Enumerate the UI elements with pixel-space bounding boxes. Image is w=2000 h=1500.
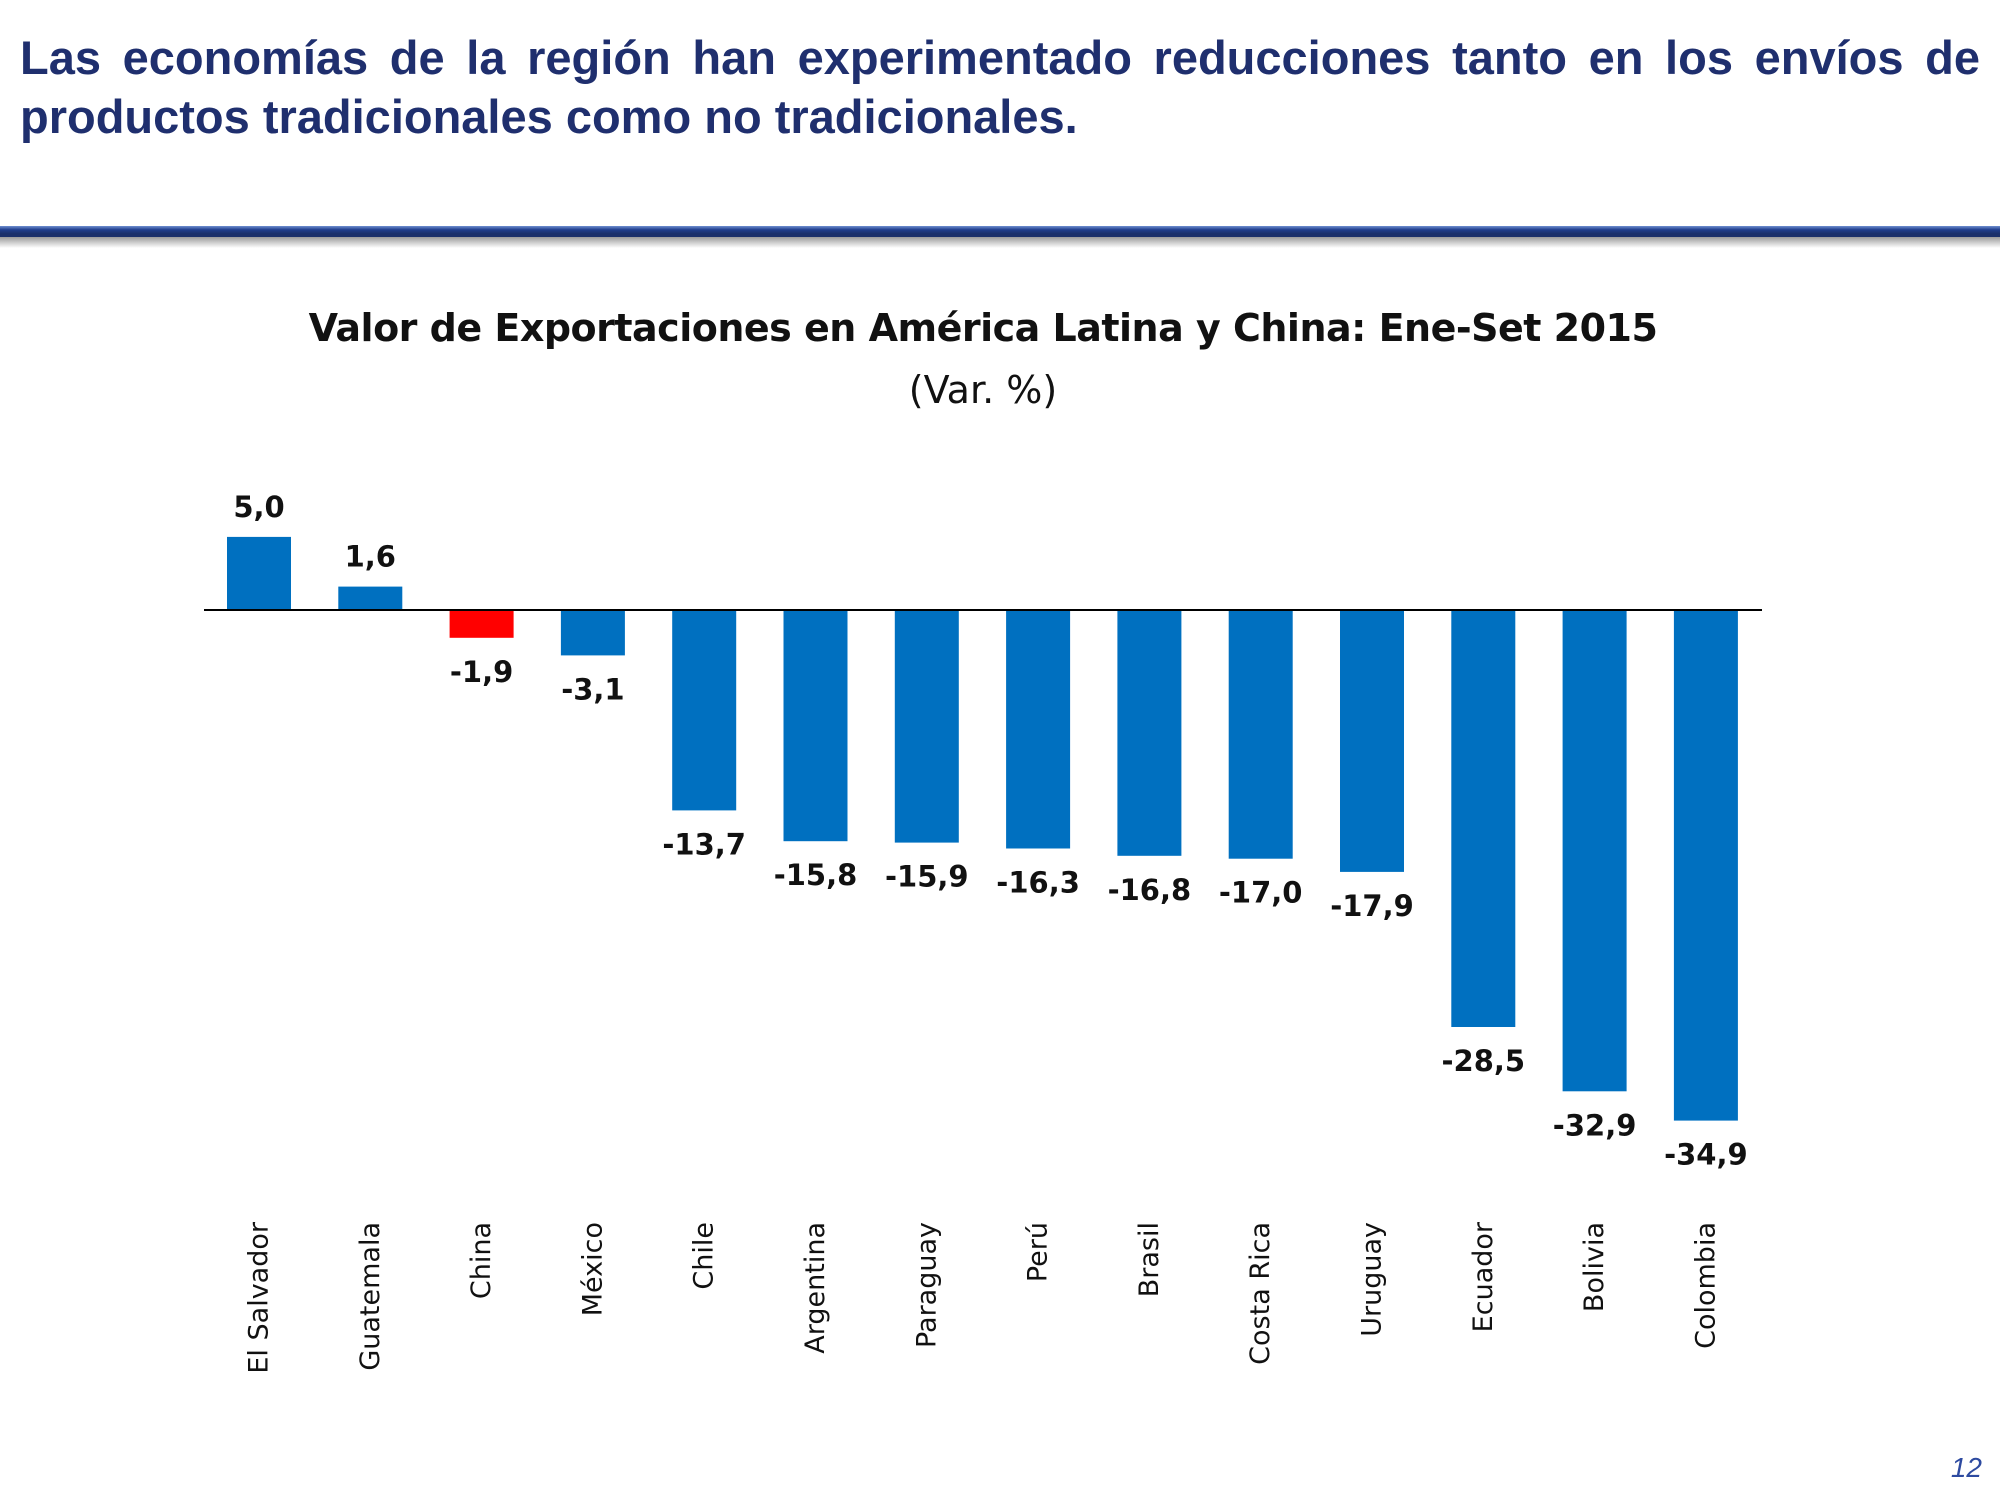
value-label: -16,3 — [996, 866, 1080, 900]
category-label: Brasil — [1134, 1222, 1165, 1297]
value-label: 5,0 — [233, 490, 284, 524]
category-label: Colombia — [1690, 1222, 1721, 1349]
category-label: El Salvador — [244, 1221, 275, 1374]
value-label: -15,8 — [774, 858, 858, 892]
category-label: Guatemala — [355, 1222, 386, 1371]
bars-group — [227, 536, 1738, 1121]
category-labels-group: El Salvador Guatemala China México Chile Arge… — [244, 1221, 1722, 1374]
category-label: Bolivia — [1579, 1222, 1610, 1312]
value-label: -17,0 — [1219, 876, 1303, 910]
bar-argentina — [783, 610, 848, 842]
bar-chile — [672, 610, 737, 811]
chart-subtitle: (Var. %) — [908, 368, 1058, 412]
value-label: 1,6 — [345, 540, 396, 574]
header-divider — [0, 226, 2000, 248]
value-labels-group: 5,01,6-1,9-3,1-13,7-15,8 -15,9 -16,3 -16,8-… — [233, 490, 1747, 1172]
category-label: China — [466, 1222, 497, 1299]
slide-headline: Las economías de la región han experimen… — [20, 31, 1980, 143]
value-label: -17,9 — [1330, 889, 1414, 923]
category-label: Costa Rica — [1245, 1222, 1276, 1365]
value-label: -28,5 — [1442, 1044, 1526, 1078]
bar-guatemala — [338, 586, 403, 610]
bar-brasil — [1117, 610, 1182, 856]
value-label: -13,7 — [662, 827, 746, 861]
category-label: México — [577, 1222, 608, 1316]
bar-bolivia — [1562, 610, 1627, 1092]
category-label: Argentina — [800, 1222, 831, 1354]
value-label: -1,9 — [450, 655, 513, 689]
bar-per- — [1006, 610, 1071, 849]
bar-colombia — [1673, 610, 1738, 1121]
chart-title: Valor de Exportaciones en América Latina… — [308, 306, 1658, 350]
category-label: Ecuador — [1468, 1221, 1499, 1332]
category-label: Uruguay — [1357, 1222, 1388, 1337]
bar-costa-rica — [1228, 610, 1293, 859]
value-label: -15,9 — [885, 860, 969, 894]
bar-paraguay — [894, 610, 959, 843]
value-label: -16,8 — [1108, 873, 1192, 907]
bar-m-xico — [560, 610, 625, 656]
bar-el-salvador — [227, 536, 291, 611]
category-label: Chile — [689, 1222, 720, 1290]
value-label: -32,9 — [1553, 1108, 1637, 1142]
page-number: 12 — [1950, 1452, 1982, 1483]
bar-ecuador — [1451, 610, 1516, 1027]
value-label: -34,9 — [1664, 1138, 1748, 1172]
category-label: Paraguay — [911, 1222, 942, 1348]
bar-uruguay — [1340, 610, 1404, 872]
value-label: -3,1 — [561, 672, 624, 706]
category-label: Perú — [1023, 1222, 1054, 1282]
bar-china — [449, 610, 514, 638]
